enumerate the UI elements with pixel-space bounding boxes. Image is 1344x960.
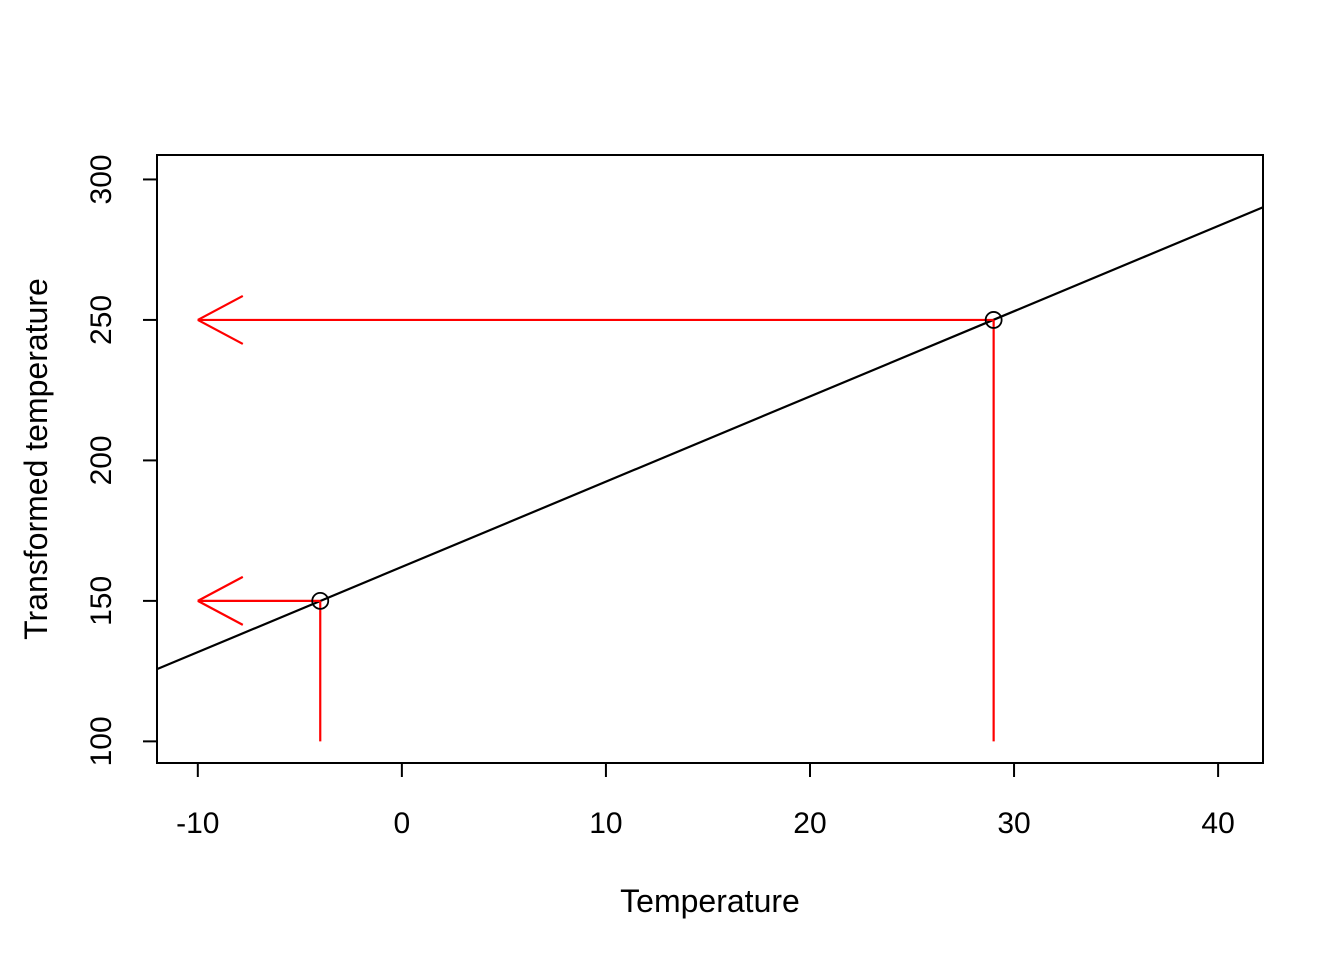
x-tick-label: 0 xyxy=(394,807,411,840)
y-tick-label: 200 xyxy=(85,435,118,485)
arrowhead-upper-barb xyxy=(197,575,244,602)
y-tick-label: 250 xyxy=(85,295,118,345)
x-tick-label: 30 xyxy=(997,807,1030,840)
x-tick-label: 20 xyxy=(793,807,826,840)
chart-annotations xyxy=(197,294,995,742)
x-tick-label: -10 xyxy=(176,807,219,840)
y-axis: 100 150 200 250 300 xyxy=(85,154,157,766)
x-axis-title: Temperature xyxy=(620,883,800,919)
x-axis: -10 0 10 20 30 40 xyxy=(176,763,1235,840)
y-tick-label: 100 xyxy=(85,716,118,766)
x-tick-label: 40 xyxy=(1201,807,1234,840)
data-point-open-circle xyxy=(311,591,330,610)
plot-border xyxy=(156,154,1264,764)
y-tick-label: 150 xyxy=(85,576,118,626)
y-tick-label: 300 xyxy=(85,154,118,204)
x-tick-label: 10 xyxy=(589,807,622,840)
data-point-open-circle xyxy=(984,311,1003,329)
plot-box xyxy=(156,154,1264,764)
chart-series xyxy=(156,206,1264,671)
transformation-line xyxy=(156,206,1264,671)
arrowhead-lower-barb xyxy=(197,599,244,626)
arrowhead-upper-barb xyxy=(197,294,244,321)
data-points xyxy=(311,311,1003,610)
y-axis-title: Transformed temperature xyxy=(18,278,54,640)
arrowhead-lower-barb xyxy=(197,318,244,345)
